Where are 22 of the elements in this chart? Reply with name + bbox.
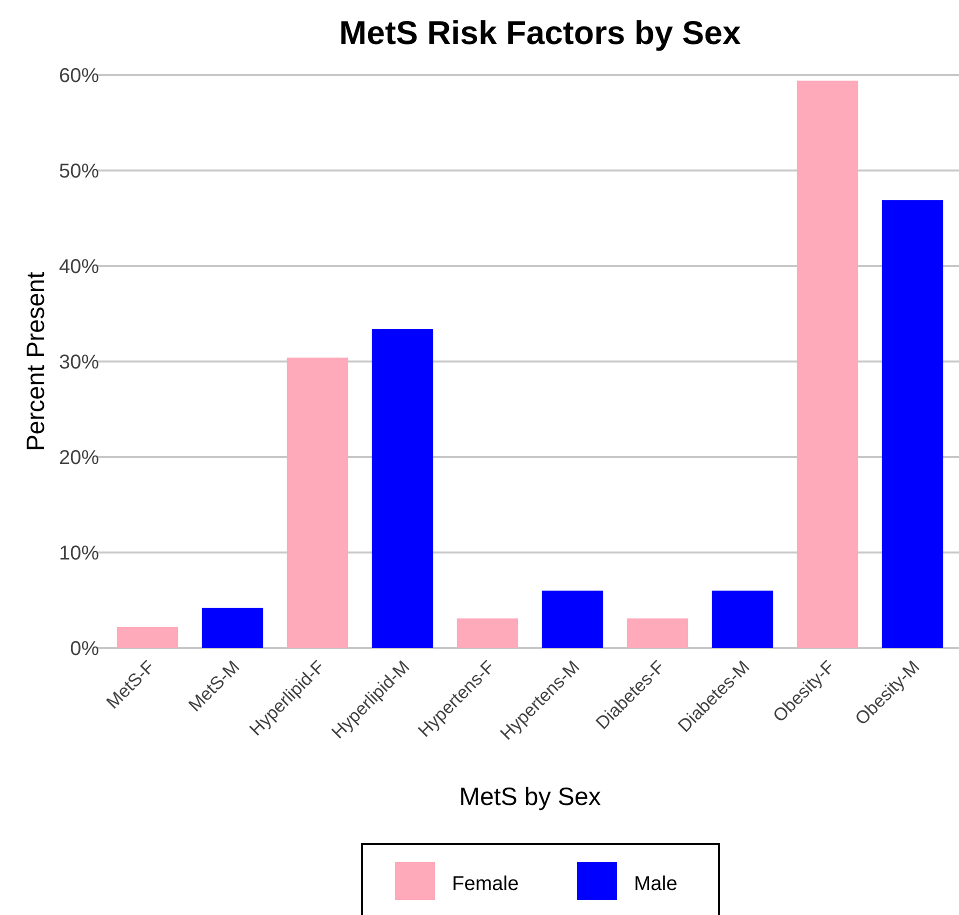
y-axis-title: Percent Present [22, 272, 50, 452]
bar [882, 200, 944, 648]
bar [116, 626, 178, 648]
bar [286, 358, 348, 648]
bar [202, 608, 264, 648]
y-tick-label: 60% [58, 65, 100, 87]
y-tick-label: 0% [70, 638, 100, 660]
y-tick-label: 30% [58, 352, 100, 374]
y-tick-label: 10% [58, 542, 100, 564]
bar [456, 618, 518, 648]
bar [542, 590, 604, 648]
y-tick-label: 20% [58, 447, 100, 469]
legend-label: Male [634, 873, 678, 895]
bar [712, 590, 774, 648]
y-tick-label: 40% [58, 256, 100, 278]
bar [372, 329, 434, 648]
bar [796, 80, 858, 648]
chart-title: MetS Risk Factors by Sex [339, 14, 742, 51]
legend-label: Female [452, 873, 519, 895]
x-axis-title: MetS by Sex [459, 783, 602, 811]
y-tick-label: 50% [58, 160, 100, 182]
bar [626, 618, 688, 648]
